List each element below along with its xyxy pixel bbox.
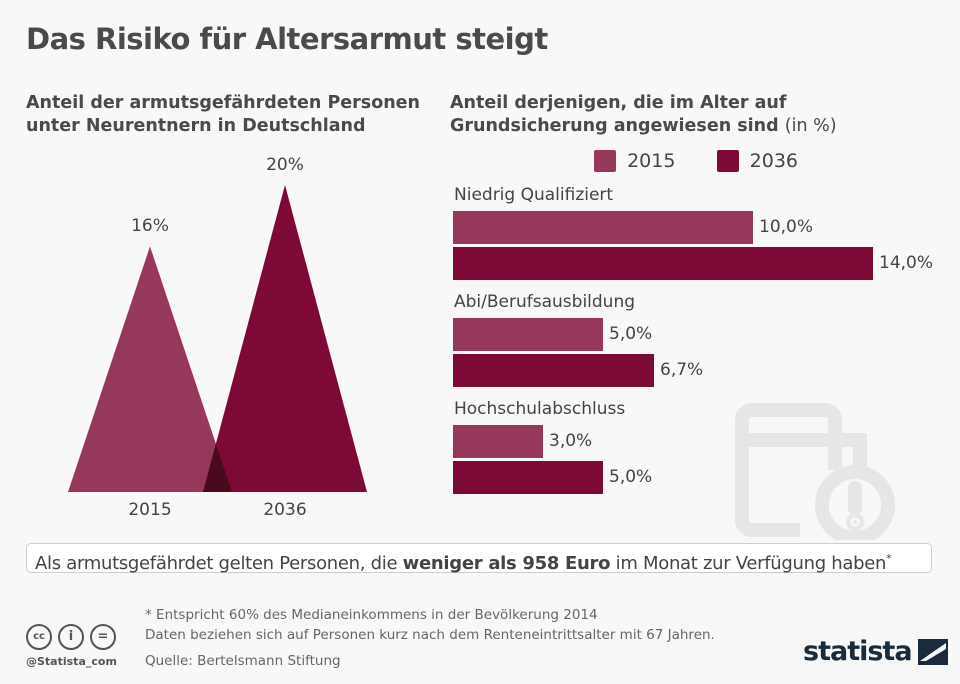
bar-2015: [453, 211, 753, 244]
chart-svg: [68, 185, 895, 540]
triangle-2036: [203, 185, 367, 492]
note-star: *: [886, 552, 892, 565]
page-title: Das Risiko für Altersarmut steigt: [26, 22, 548, 56]
bar-value-label: 3,0%: [549, 431, 593, 451]
triangle-category-label: 2015: [128, 500, 172, 520]
triangle-value-label: 20%: [266, 155, 304, 175]
bar-value-label: 10,0%: [759, 217, 814, 237]
bar-2036: [453, 461, 603, 494]
legend: 2015 2036: [594, 150, 798, 172]
bar-2015: [453, 425, 543, 458]
bar-group-label: Niedrig Qualifiziert: [454, 185, 614, 205]
statista-logo-icon: [917, 638, 948, 665]
bar-group-label: Hochschulabschluss: [454, 399, 626, 419]
nd-icon: =: [90, 624, 116, 650]
bar-value-label: 14,0%: [879, 253, 934, 273]
legend-label-2015: 2015: [627, 150, 676, 172]
cc-icon: cc: [26, 624, 52, 650]
right-chart-title: Anteil derjenigen, die im Alter auf Grun…: [450, 92, 950, 138]
triangle-value-label: 16%: [131, 216, 169, 237]
by-icon: i: [58, 624, 84, 650]
bar-2036: [453, 354, 654, 387]
triangle-overlap: [203, 443, 232, 492]
definition-note: Als armutsgefährdet gelten Personen, die…: [26, 543, 932, 574]
note-bold: weniger als 958 Euro: [402, 553, 611, 574]
bar-value-label: 5,0%: [609, 467, 653, 487]
bar-value-label: 6,7%: [660, 360, 704, 380]
triangle-category-label: 2036: [263, 500, 307, 520]
note-text: Als armutsgefährdet gelten Personen, die: [35, 553, 403, 574]
legend-swatch-2036: [716, 150, 739, 172]
twitter-handle[interactable]: @Statista_com: [26, 655, 117, 668]
wallet-warning-icon: [735, 403, 895, 540]
source: Quelle: Bertelsmann Stiftung: [145, 653, 341, 669]
triangle-2015: [68, 246, 232, 492]
data-note: Daten beziehen sich auf Personen kurz na…: [145, 627, 715, 643]
bar-value-label: 5,0%: [609, 324, 653, 344]
note-text-end: im Monat zur Verfügung haben: [610, 553, 887, 574]
right-title-unit: (in %): [784, 116, 837, 136]
bar-group-label: Abi/Berufsausbildung: [454, 292, 636, 312]
statista-logo[interactable]: statista: [803, 636, 948, 667]
bar-2015: [453, 318, 603, 351]
footnote: * Entspricht 60% des Medianeinkommens in…: [145, 607, 598, 623]
statista-wordmark: statista: [803, 636, 913, 667]
right-title-text: Anteil derjenigen, die im Alter auf Grun…: [450, 93, 787, 136]
legend-label-2036: 2036: [749, 150, 798, 172]
left-chart-title: Anteil der armutsgefährdeten Personen un…: [26, 93, 420, 136]
legend-swatch-2015: [594, 150, 616, 172]
license-icons[interactable]: cc i =: [26, 624, 116, 650]
bar-2036: [453, 247, 873, 280]
